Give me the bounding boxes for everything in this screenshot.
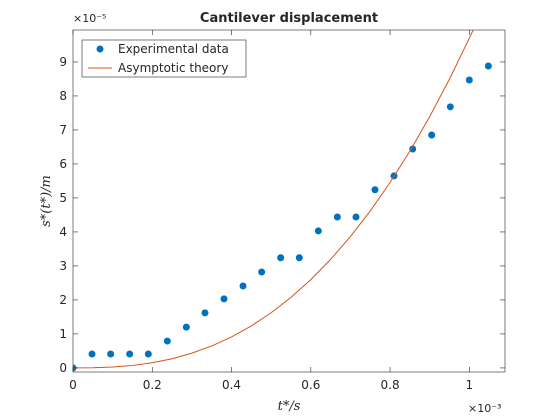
plot-box [72, 29, 506, 373]
y-tick-label: 7 [59, 123, 67, 137]
y-tick-label: 0 [59, 361, 67, 375]
legend-marker [96, 45, 104, 53]
data-point [484, 62, 492, 70]
x-tick-label: 1 [466, 378, 474, 392]
data-point [163, 337, 171, 345]
plot-area [73, 30, 492, 372]
data-point [446, 103, 454, 111]
legend-label: Asymptotic theory [118, 61, 228, 75]
y-axis-label: s*(t*)/m [39, 175, 54, 227]
y-tick-label: 5 [59, 191, 67, 205]
data-point [371, 186, 379, 194]
data-point [409, 145, 417, 153]
legend-label: Experimental data [118, 42, 229, 56]
data-point [295, 254, 303, 262]
theory-line [73, 30, 474, 369]
y-tick-label: 1 [59, 327, 67, 341]
data-point [144, 350, 152, 358]
x-tick-label: 0.2 [143, 378, 162, 392]
data-point [182, 323, 190, 331]
y-tick-label: 2 [59, 293, 67, 307]
data-point [201, 309, 209, 317]
y-exponent: ×10⁻⁵ [73, 12, 106, 25]
x-tick-label: 0 [69, 378, 77, 392]
data-point [88, 350, 96, 358]
data-point [277, 254, 285, 262]
data-point [126, 350, 134, 358]
y-tick-label: 6 [59, 157, 67, 171]
chart-title: Cantilever displacement [200, 11, 378, 26]
y-tick-label: 8 [59, 89, 67, 103]
legend-box [81, 39, 247, 78]
data-point [333, 213, 341, 221]
data-point [239, 282, 247, 290]
x-axis-label: t*/s [278, 399, 301, 414]
data-point [107, 350, 115, 358]
x-tick-label: 0.4 [222, 378, 241, 392]
data-point [258, 268, 266, 276]
y-tick-label: 9 [59, 55, 67, 69]
data-point [220, 295, 228, 303]
data-point [428, 131, 436, 139]
x-exponent: ×10⁻³ [468, 402, 501, 415]
data-point [314, 227, 322, 235]
data-point [352, 213, 360, 221]
data-point [465, 76, 473, 84]
y-tick-label: 4 [59, 225, 67, 239]
y-tick-label: 3 [59, 259, 67, 273]
x-tick-label: 0.6 [301, 378, 320, 392]
x-tick-label: 0.8 [381, 378, 400, 392]
